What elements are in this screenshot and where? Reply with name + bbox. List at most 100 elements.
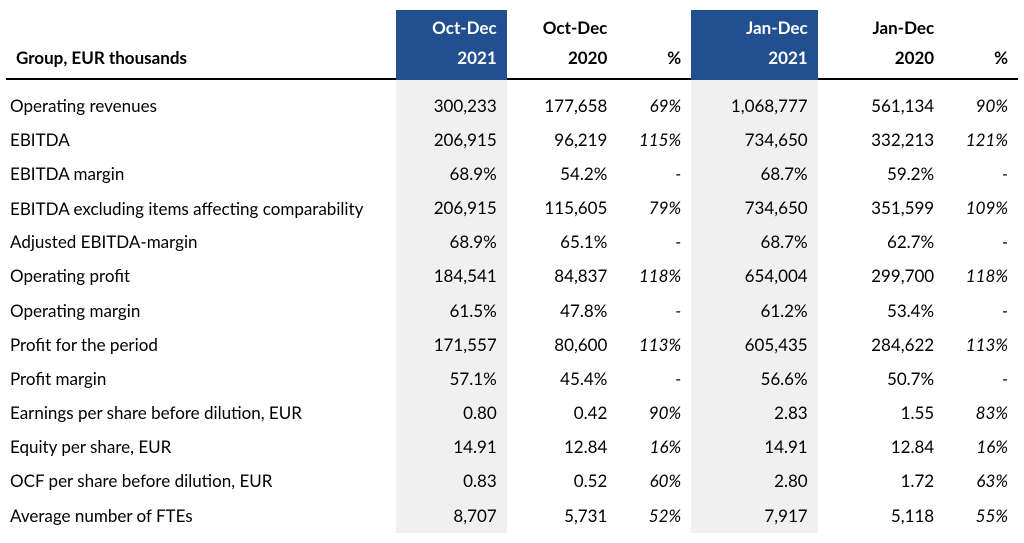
cell-value: 14.91 <box>396 430 507 464</box>
cell-value: - <box>617 225 691 259</box>
cell-value: 109% <box>944 191 1018 225</box>
cell-value: 14.91 <box>691 430 818 464</box>
table-row: Adjusted EBITDA-margin68.9%65.1%-68.7%62… <box>6 225 1018 259</box>
cell-value: 299,700 <box>818 259 945 293</box>
cell-value: 63% <box>944 464 1018 498</box>
cell-value: 0.42 <box>507 396 618 430</box>
table-row: Earnings per share before dilution, EUR0… <box>6 396 1018 430</box>
cell-value: - <box>944 362 1018 396</box>
cell-value: 206,915 <box>396 123 507 157</box>
cell-value: 113% <box>944 328 1018 362</box>
cell-value: 61.5% <box>396 293 507 327</box>
cell-value: 5,118 <box>818 498 945 532</box>
row-label: EBITDA margin <box>6 157 396 191</box>
cell-value: 12.84 <box>507 430 618 464</box>
cell-value: 2.80 <box>691 464 818 498</box>
cell-value: 69% <box>617 79 691 123</box>
financials-table: Oct-Dec Oct-Dec Jan-Dec Jan-Dec Group, E… <box>6 10 1018 533</box>
cell-value: 734,650 <box>691 191 818 225</box>
cell-value: 56.6% <box>691 362 818 396</box>
row-label: OCF per share before dilution, EUR <box>6 464 396 498</box>
cell-value: - <box>617 157 691 191</box>
cell-value: 5,731 <box>507 498 618 532</box>
col-header-year-3: 2021 <box>691 44 818 79</box>
cell-value: 65.1% <box>507 225 618 259</box>
row-label: Profit for the period <box>6 328 396 362</box>
cell-value: 734,650 <box>691 123 818 157</box>
cell-value: 68.7% <box>691 157 818 191</box>
cell-value: 57.1% <box>396 362 507 396</box>
col-header-period-1: Oct-Dec <box>507 10 618 44</box>
table-row: Profit for the period171,55780,600113%60… <box>6 328 1018 362</box>
table-row: Average number of FTEs8,7075,73152%7,917… <box>6 498 1018 532</box>
cell-value: 68.9% <box>396 157 507 191</box>
cell-value: 351,599 <box>818 191 945 225</box>
cell-value: 118% <box>617 259 691 293</box>
table-body: Operating revenues300,233177,65869%1,068… <box>6 79 1018 533</box>
col-header-year-0: 2021 <box>396 44 507 79</box>
row-label: Adjusted EBITDA-margin <box>6 225 396 259</box>
cell-value: 300,233 <box>396 79 507 123</box>
cell-value: 113% <box>617 328 691 362</box>
col-header-year-4: 2020 <box>818 44 945 79</box>
row-label: Operating margin <box>6 293 396 327</box>
cell-value: 80,600 <box>507 328 618 362</box>
cell-value: 62.7% <box>818 225 945 259</box>
table-row: Profit margin57.1%45.4%-56.6%50.7%- <box>6 362 1018 396</box>
col-header-period-3: Jan-Dec <box>691 10 818 44</box>
cell-value: 59.2% <box>818 157 945 191</box>
cell-value: 1.55 <box>818 396 945 430</box>
cell-value: 83% <box>944 396 1018 430</box>
table-row: OCF per share before dilution, EUR0.830.… <box>6 464 1018 498</box>
cell-value: 332,213 <box>818 123 945 157</box>
cell-value: 90% <box>944 79 1018 123</box>
cell-value: - <box>944 225 1018 259</box>
cell-value: 654,004 <box>691 259 818 293</box>
cell-value: - <box>944 293 1018 327</box>
cell-value: 115% <box>617 123 691 157</box>
cell-value: 206,915 <box>396 191 507 225</box>
table-row: EBITDA excluding items affecting compara… <box>6 191 1018 225</box>
table-row: EBITDA206,91596,219115%734,650332,213121… <box>6 123 1018 157</box>
row-label: Operating profit <box>6 259 396 293</box>
row-label: Profit margin <box>6 362 396 396</box>
col-header-year-5: % <box>944 44 1018 79</box>
cell-value: 2.83 <box>691 396 818 430</box>
cell-value: 121% <box>944 123 1018 157</box>
cell-value: 177,658 <box>507 79 618 123</box>
cell-value: 90% <box>617 396 691 430</box>
cell-value: 47.8% <box>507 293 618 327</box>
cell-value: 68.7% <box>691 225 818 259</box>
header-blank-1 <box>6 10 396 44</box>
cell-value: 284,622 <box>818 328 945 362</box>
cell-value: 52% <box>617 498 691 532</box>
cell-value: 55% <box>944 498 1018 532</box>
col-header-period-2 <box>617 10 691 44</box>
cell-value: 171,557 <box>396 328 507 362</box>
cell-value: 54.2% <box>507 157 618 191</box>
cell-value: 96,219 <box>507 123 618 157</box>
cell-value: 12.84 <box>818 430 945 464</box>
cell-value: 118% <box>944 259 1018 293</box>
cell-value: 60% <box>617 464 691 498</box>
table-row: Operating margin61.5%47.8%-61.2%53.4%- <box>6 293 1018 327</box>
table-row: EBITDA margin68.9%54.2%-68.7%59.2%- <box>6 157 1018 191</box>
cell-value: 1,068,777 <box>691 79 818 123</box>
row-label: EBITDA <box>6 123 396 157</box>
col-header-period-0: Oct-Dec <box>396 10 507 44</box>
table-row: Operating profit184,54184,837118%654,004… <box>6 259 1018 293</box>
cell-value: 0.83 <box>396 464 507 498</box>
col-header-year-1: 2020 <box>507 44 618 79</box>
cell-value: 84,837 <box>507 259 618 293</box>
cell-value: - <box>617 362 691 396</box>
cell-value: 0.52 <box>507 464 618 498</box>
cell-value: 53.4% <box>818 293 945 327</box>
cell-value: 68.9% <box>396 225 507 259</box>
table-row: Operating revenues300,233177,65869%1,068… <box>6 79 1018 123</box>
cell-value: 7,917 <box>691 498 818 532</box>
col-header-period-4: Jan-Dec <box>818 10 945 44</box>
cell-value: 561,134 <box>818 79 945 123</box>
cell-value: - <box>944 157 1018 191</box>
cell-value: 61.2% <box>691 293 818 327</box>
cell-value: 50.7% <box>818 362 945 396</box>
